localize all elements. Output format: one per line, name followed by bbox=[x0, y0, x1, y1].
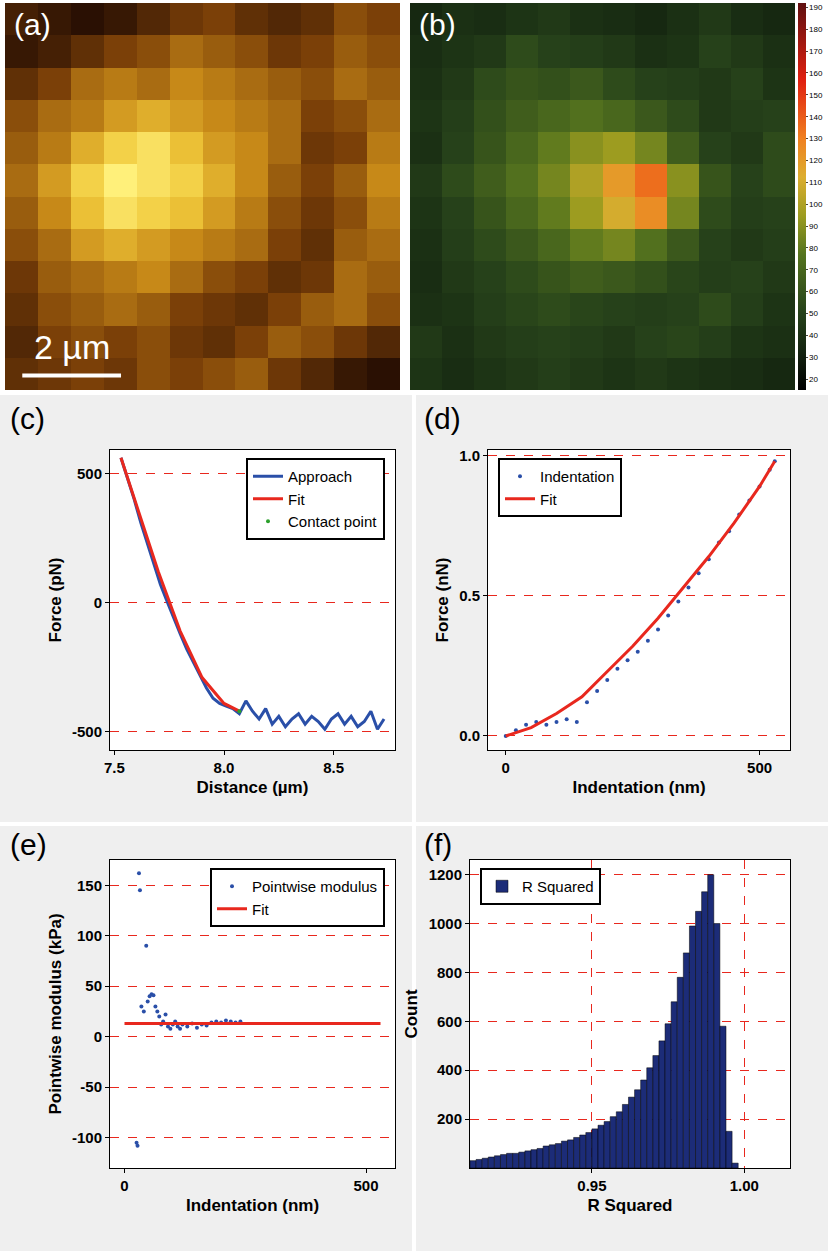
svg-text:Indentation (nm): Indentation (nm) bbox=[186, 1196, 319, 1215]
svg-text:7.5: 7.5 bbox=[104, 759, 125, 776]
svg-text:180: 180 bbox=[809, 25, 823, 34]
svg-text:80: 80 bbox=[809, 244, 818, 253]
svg-text:(a): (a) bbox=[14, 8, 51, 41]
svg-text:500: 500 bbox=[77, 465, 102, 482]
svg-text:(e): (e) bbox=[10, 828, 47, 861]
svg-text:8.0: 8.0 bbox=[214, 759, 235, 776]
svg-text:140: 140 bbox=[809, 112, 823, 121]
svg-text:-100: -100 bbox=[72, 1129, 102, 1146]
svg-text:-50: -50 bbox=[80, 1078, 102, 1095]
svg-text:70: 70 bbox=[809, 266, 818, 275]
svg-text:0.0: 0.0 bbox=[459, 727, 480, 744]
svg-text:8.5: 8.5 bbox=[323, 759, 344, 776]
svg-text:170: 170 bbox=[809, 47, 823, 56]
svg-text:Approach: Approach bbox=[288, 468, 352, 485]
svg-text:1.00: 1.00 bbox=[730, 1177, 759, 1194]
svg-text:150: 150 bbox=[77, 877, 102, 894]
svg-text:400: 400 bbox=[437, 1061, 462, 1078]
svg-text:Indentation (nm): Indentation (nm) bbox=[572, 778, 705, 797]
svg-text:1200: 1200 bbox=[429, 866, 462, 883]
svg-text:Fit: Fit bbox=[288, 491, 305, 508]
svg-text:1.0: 1.0 bbox=[459, 447, 480, 464]
svg-text:50: 50 bbox=[85, 977, 102, 994]
svg-text:500: 500 bbox=[354, 1177, 379, 1194]
svg-text:Distance (µm): Distance (µm) bbox=[197, 778, 309, 797]
svg-text:0: 0 bbox=[94, 594, 102, 611]
svg-text:100: 100 bbox=[77, 927, 102, 944]
svg-text:800: 800 bbox=[437, 964, 462, 981]
svg-text:Indentation: Indentation bbox=[540, 468, 614, 485]
svg-text:500: 500 bbox=[747, 759, 772, 776]
svg-text:R Squared: R Squared bbox=[587, 1196, 672, 1215]
svg-text:Fit: Fit bbox=[252, 901, 269, 918]
svg-text:0: 0 bbox=[120, 1177, 128, 1194]
svg-text:Fit: Fit bbox=[540, 491, 557, 508]
svg-text:(b): (b) bbox=[419, 8, 456, 41]
svg-text:0: 0 bbox=[94, 1028, 102, 1045]
svg-text:Pointwise modulus (kPa): Pointwise modulus (kPa) bbox=[46, 913, 65, 1114]
svg-text:(d): (d) bbox=[424, 402, 461, 435]
svg-text:110: 110 bbox=[809, 178, 822, 187]
svg-text:200: 200 bbox=[437, 1110, 462, 1127]
svg-text:R Squared: R Squared bbox=[522, 878, 594, 895]
svg-text:160: 160 bbox=[809, 69, 823, 78]
svg-text:Contact point: Contact point bbox=[288, 513, 377, 530]
svg-text:1000: 1000 bbox=[429, 915, 462, 932]
svg-text:0.5: 0.5 bbox=[459, 587, 480, 604]
svg-text:Force (nN): Force (nN) bbox=[433, 558, 452, 643]
svg-text:2 µm: 2 µm bbox=[34, 328, 110, 366]
svg-text:40: 40 bbox=[809, 331, 818, 340]
svg-text:Count: Count bbox=[402, 989, 421, 1038]
svg-text:130: 130 bbox=[809, 134, 823, 143]
svg-text:(c): (c) bbox=[10, 402, 45, 435]
svg-text:(f): (f) bbox=[424, 828, 452, 861]
svg-text:0.95: 0.95 bbox=[577, 1177, 606, 1194]
svg-text:120: 120 bbox=[809, 156, 823, 165]
svg-text:30: 30 bbox=[809, 353, 818, 362]
svg-text:190: 190 bbox=[809, 3, 823, 12]
svg-text:60: 60 bbox=[809, 287, 818, 296]
svg-text:90: 90 bbox=[809, 222, 818, 231]
svg-text:50: 50 bbox=[809, 309, 818, 318]
svg-text:100: 100 bbox=[809, 200, 823, 209]
svg-text:0: 0 bbox=[502, 759, 510, 776]
svg-text:20: 20 bbox=[809, 375, 818, 384]
svg-text:Pointwise modulus: Pointwise modulus bbox=[252, 878, 377, 895]
svg-text:-500: -500 bbox=[72, 723, 102, 740]
svg-text:150: 150 bbox=[809, 91, 823, 100]
svg-text:Force (pN): Force (pN) bbox=[46, 558, 65, 643]
svg-text:600: 600 bbox=[437, 1013, 462, 1030]
